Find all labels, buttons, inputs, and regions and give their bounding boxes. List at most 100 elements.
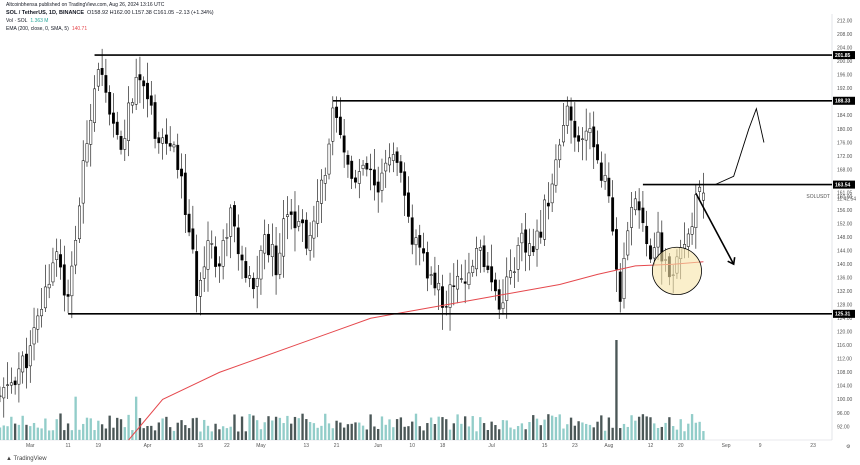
candle	[558, 144, 562, 161]
candle	[263, 234, 267, 254]
candle	[531, 246, 535, 253]
volume-bar	[248, 414, 251, 440]
volume-bar	[0, 427, 2, 440]
volume-bar	[10, 416, 13, 440]
volume-bar	[611, 427, 614, 440]
candle	[535, 230, 539, 250]
volume-bar	[683, 431, 686, 440]
volume-bar	[66, 423, 70, 440]
volume-label: Vol · SOL	[6, 18, 28, 24]
price-tick-label: 148.00	[837, 235, 853, 241]
price-tick-label: 156.00	[837, 208, 853, 214]
volume-bar	[199, 431, 202, 440]
price-tick-label: 132.00	[837, 289, 853, 295]
volume-bar	[172, 430, 176, 440]
volume-bar	[165, 416, 168, 440]
price-tick-label: 192.00	[837, 86, 853, 92]
candle	[176, 144, 180, 170]
candle	[297, 221, 301, 227]
volume-bar	[146, 426, 149, 440]
volume-bar	[501, 420, 505, 440]
volume-bar	[615, 340, 618, 440]
volume-bar	[89, 418, 92, 440]
candle	[546, 202, 550, 207]
price-tick-label: 176.00	[837, 140, 853, 146]
candle	[516, 245, 520, 270]
candle	[618, 271, 622, 302]
volume-bar	[656, 427, 660, 440]
volume-bar	[392, 427, 395, 440]
settings-icon[interactable]: ⚙	[846, 444, 851, 450]
volume-bar	[108, 415, 111, 440]
candle	[134, 77, 138, 105]
candle	[36, 315, 40, 330]
time-tick-label: 15	[198, 443, 204, 449]
volume-bar	[585, 423, 588, 440]
volume-bar	[36, 427, 39, 440]
price-tick-label: 168.00	[837, 167, 853, 173]
candle	[354, 177, 357, 183]
candle	[267, 233, 270, 256]
volume-bar	[641, 414, 645, 440]
candle	[656, 231, 660, 248]
candle	[422, 248, 425, 254]
price-tick-label: 212.00	[837, 19, 853, 25]
candle	[146, 82, 149, 100]
volume-bar	[365, 429, 369, 440]
volume-bar	[520, 423, 524, 440]
candle	[119, 136, 123, 150]
candle	[429, 274, 433, 276]
candle	[89, 119, 93, 145]
support-zone-circle	[651, 246, 702, 296]
candle	[633, 198, 637, 211]
volume-bar	[25, 424, 28, 440]
volume-bar	[524, 429, 527, 440]
volume-bar	[600, 415, 603, 440]
volume-bar	[214, 423, 217, 440]
candle	[539, 231, 543, 238]
candle	[255, 277, 259, 287]
candle	[157, 137, 161, 144]
volume-bar	[377, 428, 380, 440]
candle	[388, 157, 391, 166]
price-tick-label: 136.00	[837, 276, 853, 282]
candle	[565, 105, 569, 126]
price-tick-label: 100.00	[837, 397, 853, 403]
volume-bar	[350, 423, 353, 440]
volume-bar	[528, 422, 531, 440]
volume-bar	[411, 421, 414, 440]
time-tick-label: 20	[678, 443, 684, 449]
candle	[285, 214, 289, 217]
volume-bar	[653, 423, 656, 440]
volume-bar	[675, 429, 679, 440]
candle	[32, 327, 36, 345]
volume-bar	[335, 420, 338, 440]
volume-bar	[78, 429, 81, 440]
volume-bar	[509, 427, 512, 440]
candle	[304, 219, 308, 249]
candle	[577, 135, 581, 142]
candle	[626, 230, 630, 256]
volume-bar	[649, 417, 652, 440]
candle	[645, 225, 649, 245]
candle	[338, 116, 342, 136]
volume-bar	[191, 418, 195, 440]
level-price-label: 188.33	[835, 99, 851, 105]
candle	[13, 380, 17, 386]
candle	[25, 353, 28, 369]
volume-bar	[324, 413, 327, 440]
candle	[505, 276, 509, 301]
candle	[407, 192, 410, 217]
volume-bar	[358, 422, 361, 440]
candle	[512, 271, 516, 273]
volume-bar	[592, 427, 595, 440]
volume-bar	[142, 428, 145, 440]
level-price-label: 125.31	[835, 312, 851, 318]
volume-bar	[664, 422, 667, 440]
price-tick-label: 140.00	[837, 262, 853, 268]
volume-bar	[532, 415, 535, 440]
candle	[21, 355, 25, 373]
volume-bar	[698, 421, 701, 440]
candle	[501, 302, 505, 309]
